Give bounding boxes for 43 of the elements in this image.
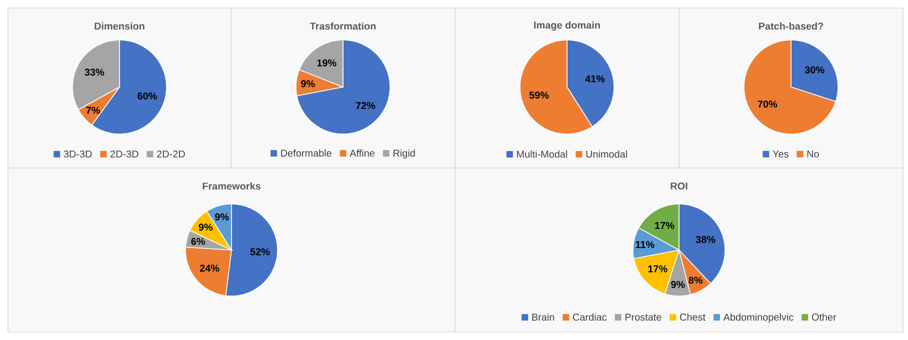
chart-title: ROI <box>670 182 688 190</box>
legend-label: Prostate <box>625 314 662 321</box>
data-label: 11% <box>636 241 654 248</box>
legend-label: Other <box>812 313 836 321</box>
legend-label: Deformable <box>281 149 332 157</box>
data-label: 24% <box>200 264 220 272</box>
data-label: 59% <box>529 92 549 99</box>
data-label: 19% <box>317 59 336 66</box>
legend-label: Multi-Modal <box>517 150 568 158</box>
data-label: 52% <box>250 248 270 256</box>
legend-label: Abdominopelvic <box>723 313 794 323</box>
legend-label: 2D-3D <box>110 150 138 158</box>
data-label: 33% <box>84 68 104 76</box>
data-label: 60% <box>138 92 157 100</box>
legend-label: Chest <box>680 313 706 321</box>
chart-title: Trasformation <box>310 22 376 30</box>
data-label: 9% <box>215 213 229 220</box>
data-label: 38% <box>696 236 716 244</box>
data-label: 6% <box>191 238 206 245</box>
legend-label: 3D-3D <box>64 150 92 158</box>
data-label: 9% <box>301 80 315 88</box>
legend-label: Unimodal <box>586 150 627 158</box>
legend-label: Affine <box>350 149 375 157</box>
legend-label: 2D-2D <box>157 150 185 158</box>
chart-title: Patch-based? <box>759 22 824 30</box>
legend-label: Rigid <box>394 149 415 159</box>
data-label: 72% <box>356 102 376 110</box>
legend-label: Yes <box>772 150 788 158</box>
legend-label: Brain <box>532 313 554 321</box>
data-label: 8% <box>688 276 703 284</box>
chart-title: Dimension <box>94 22 144 30</box>
data-label: 17% <box>648 265 668 272</box>
legend-label: Cardiac <box>573 313 607 321</box>
legend-label: No <box>807 150 819 158</box>
data-label: 9% <box>198 224 213 231</box>
data-label: 70% <box>758 100 778 108</box>
chart-title: Image domain <box>534 21 600 31</box>
data-label: 7% <box>86 106 100 114</box>
data-label: 30% <box>804 66 824 74</box>
chart-title: Frameworks <box>202 182 260 190</box>
data-label: 41% <box>585 75 605 82</box>
data-label: 9% <box>671 280 685 288</box>
data-label: 17% <box>655 222 674 229</box>
